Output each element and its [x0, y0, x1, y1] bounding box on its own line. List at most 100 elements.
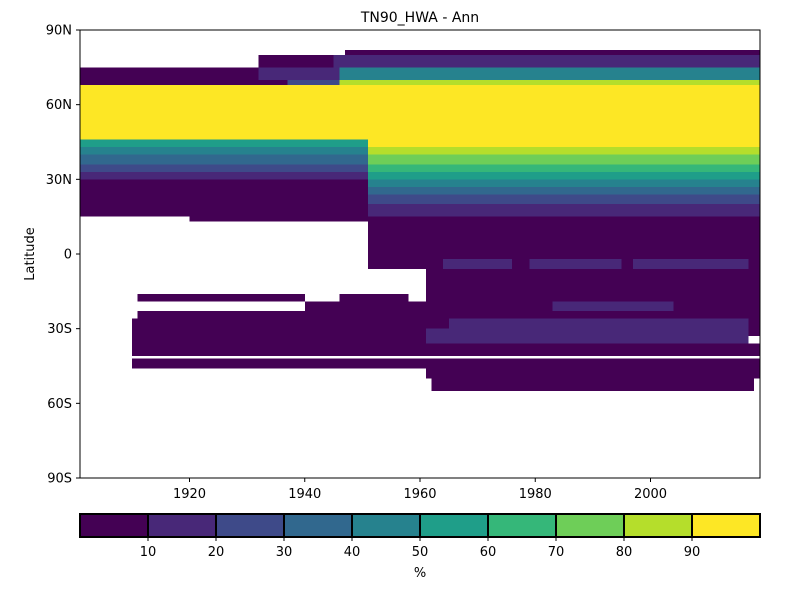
heatmap-cell-6-0: [80, 146, 369, 155]
colorbar-swatch-0: [79, 513, 149, 538]
heatmap-cell-9-1: [368, 171, 760, 180]
heatmap-cell-17-5: [621, 258, 634, 269]
plot-area: 1920 1940 1960 1980 2000 90N 60N 30N 0 30S 60S 90S: [46, 24, 761, 502]
heatmap-cell-27-0: [131, 358, 761, 369]
heatmap-cell-25-1: [425, 343, 760, 352]
colorbar-swatch-5: [419, 513, 489, 538]
heatmap-cell-10-0: [80, 179, 369, 187]
heatmap-cell-24-0: [131, 336, 426, 344]
heatmap-cell-6-1: [368, 146, 760, 155]
heatmap-cell-26-0: [131, 351, 761, 357]
y-tick-label-0: 90N: [46, 24, 72, 39]
colorbar-swatch-3: [283, 513, 353, 538]
heatmap-cell-20-1: [425, 301, 553, 312]
heatmap-cell-21-0: [137, 311, 426, 319]
colorbar-swatch-2: [215, 513, 285, 538]
heatmap-cell-19-2: [425, 293, 760, 302]
colorbar-tick-label-5: 60: [480, 545, 497, 560]
y-tick-label-3: 0: [64, 248, 72, 263]
heatmap-cell-24-1: [425, 336, 749, 344]
heatmap-cell-17-2: [443, 258, 513, 269]
heatmap-cell-20-2: [552, 301, 674, 312]
heatmap-cell-21-1: [425, 311, 760, 319]
colorbar-ticks: 10 20 30 40 50 60 70 80 90: [140, 537, 701, 560]
heatmap-cell-22-1: [425, 318, 449, 329]
colorbar-tick-label-6: 70: [548, 545, 565, 560]
heatmap-cell-5-0: [80, 139, 369, 147]
heatmap-cell-16-0: [368, 254, 760, 259]
heatmap-cell-9-0: [80, 171, 369, 180]
y-tick-label-2: 30N: [46, 173, 72, 188]
heatmap-cell-1-1: [258, 67, 340, 80]
heatmap-cell-23-2: [748, 328, 760, 337]
heatmap-cell-1-0: [80, 67, 259, 80]
heatmap-cell-4-0: [80, 84, 760, 140]
heatmap-cell-15-0: [368, 221, 760, 254]
heatmap-cell-2-0: [258, 54, 334, 68]
heatmap-cell-5-1: [368, 139, 760, 147]
x-tick-label-3: 1980: [519, 487, 552, 502]
colorbar-tick-label-4: 50: [412, 545, 429, 560]
colorbar-tick-label-8: 90: [684, 545, 701, 560]
heatmap-cell-14-1: [368, 216, 760, 222]
y-tick-label-5: 60S: [47, 397, 72, 412]
heatmap-cell-17-0: [368, 258, 426, 269]
y-tick-label-6: 90S: [47, 472, 72, 487]
y-tick-label-4: 30S: [47, 322, 72, 337]
colorbar-swatch-1: [147, 513, 217, 538]
heatmap-cell-17-7: [748, 258, 760, 269]
heatmap-cell-22-2: [448, 318, 749, 329]
x-tick-label-0: 1920: [173, 487, 206, 502]
heatmap-cell-17-6: [633, 258, 749, 269]
colorbar-swatches: [79, 513, 761, 538]
colorbar-swatch-6: [487, 513, 557, 538]
heatmap-cell-28-0: [425, 368, 760, 379]
colorbar-swatch-8: [623, 513, 693, 538]
heatmap-cell-18-0: [425, 268, 760, 294]
heatmap-cell-14-0: [189, 216, 369, 222]
heatmap-cell-23-1: [425, 328, 749, 337]
colorbar-tick-label-1: 20: [208, 545, 225, 560]
heatmap-cell-11-0: [80, 186, 369, 195]
colorbar-label: %: [414, 566, 426, 581]
heatmap-cell-19-1: [339, 293, 409, 302]
colorbar-tick-label-0: 10: [140, 545, 157, 560]
heatmap-cell-7-1: [368, 154, 760, 165]
heatmap-cell-2-1: [333, 54, 760, 68]
heatmap-cell-20-3: [673, 301, 760, 312]
heatmap-cells: [80, 49, 761, 391]
y-axis: 90N 60N 30N 0 30S 60S 90S: [46, 24, 80, 487]
heatmap-cell-17-4: [529, 258, 622, 269]
colorbar: 10 20 30 40 50 60 70 80 90 %: [79, 513, 761, 581]
heatmap-cell-22-0: [131, 318, 426, 329]
heatmap-cell-23-0: [131, 328, 426, 337]
heatmap-cell-17-3: [512, 258, 530, 269]
heatmap-cell-12-1: [368, 194, 760, 205]
x-tick-label-4: 2000: [634, 487, 667, 502]
heatmap-cell-7-0: [80, 154, 369, 165]
heatmap-cell-13-1: [368, 204, 760, 217]
y-tick-label-1: 60N: [46, 98, 72, 113]
colorbar-tick-label-2: 30: [276, 545, 293, 560]
chart-title: TN90_HWA - Ann: [360, 10, 479, 26]
heatmap-cell-8-0: [80, 164, 369, 172]
x-tick-label-2: 1960: [403, 487, 436, 502]
heatmap-cell-12-0: [80, 194, 369, 205]
colorbar-swatch-4: [351, 513, 421, 538]
colorbar-swatch-7: [555, 513, 625, 538]
colorbar-swatch-9: [691, 513, 761, 538]
heatmap-cell-13-0: [80, 204, 369, 217]
heatmap-cell-22-3: [748, 318, 760, 329]
x-axis: 1920 1940 1960 1980 2000: [173, 478, 667, 502]
heatmap-cell-25-0: [131, 343, 426, 352]
heatmap-cell-1-2: [339, 67, 760, 80]
heatmap-cell-20-0: [304, 301, 426, 312]
heatmap-cell-10-1: [368, 179, 760, 187]
y-axis-label: Latitude: [23, 227, 38, 281]
heatmap-cell-29-0: [431, 378, 755, 391]
heatmap-cell-19-0: [137, 293, 305, 302]
x-tick-label-1: 1940: [288, 487, 321, 502]
colorbar-tick-label-3: 40: [344, 545, 361, 560]
heatmap-cell-17-1: [425, 258, 444, 269]
